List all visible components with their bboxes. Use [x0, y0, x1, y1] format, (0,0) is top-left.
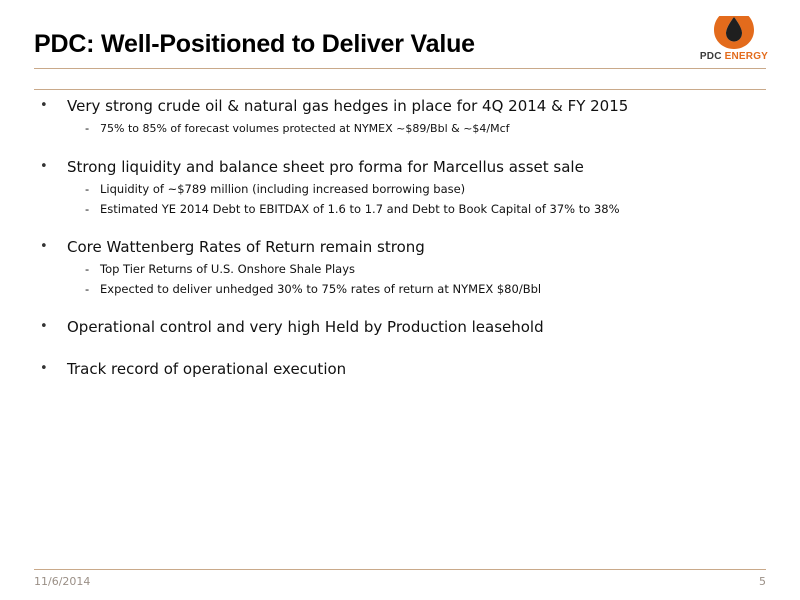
bullet-item: • Very strong crude oil & natural gas he… [34, 96, 774, 116]
sub-bullet-marker: - [85, 282, 90, 296]
sub-bullet-marker: - [85, 202, 90, 216]
bullet-marker: • [40, 159, 48, 174]
bullet-marker: • [40, 319, 48, 334]
sub-bullet-text: Estimated YE 2014 Debt to EBITDAX of 1.6… [100, 202, 620, 216]
sub-bullet-item: - 75% to 85% of forecast volumes protect… [34, 118, 774, 139]
page-number: 5 [759, 575, 766, 588]
bullet-marker: • [40, 361, 48, 376]
bullet-item: • Strong liquidity and balance sheet pro… [34, 157, 774, 177]
sub-bullet-item: - Liquidity of ~$789 million (including … [34, 179, 774, 199]
sub-bullet-item: - Top Tier Returns of U.S. Onshore Shale… [34, 259, 774, 279]
bullet-text: Strong liquidity and balance sheet pro f… [67, 158, 584, 176]
bullet-text: Operational control and very high Held b… [67, 318, 544, 336]
bullet-item: • Core Wattenberg Rates of Return remain… [34, 237, 774, 257]
bullet-item: • Operational control and very high Held… [34, 317, 774, 337]
flame-drop-icon [712, 8, 756, 49]
sub-bullet-text: Top Tier Returns of U.S. Onshore Shale P… [100, 262, 356, 276]
company-logo: PDC ENERGY [690, 8, 778, 68]
sub-bullet-text: 75% to 85% of forecast volumes protected… [100, 122, 510, 135]
header-divider [34, 89, 766, 90]
logo-suffix: ENERGY [724, 51, 769, 62]
logo-wordmark: PDC ENERGY [690, 51, 778, 62]
sub-bullet-marker: - [85, 182, 90, 196]
sub-bullet-item: - Estimated YE 2014 Debt to EBITDAX of 1… [34, 199, 774, 219]
bullet-marker: • [40, 98, 48, 113]
sub-bullet-text: Liquidity of ~$789 million (including in… [100, 182, 466, 196]
sub-bullet-marker: - [85, 121, 90, 135]
footer-divider [34, 569, 766, 570]
bullet-text: Core Wattenberg Rates of Return remain s… [67, 238, 425, 256]
sub-bullet-marker: - [85, 262, 90, 276]
sub-bullet-text: Expected to deliver unhedged 30% to 75% … [100, 282, 542, 296]
bullet-list: • Very strong crude oil & natural gas he… [34, 96, 774, 379]
slide-title: PDC: Well-Positioned to Deliver Value [34, 30, 475, 58]
bullet-marker: • [40, 239, 48, 254]
logo-brand: PDC [699, 51, 722, 62]
bullet-text: Very strong crude oil & natural gas hedg… [67, 97, 629, 115]
bullet-text: Track record of operational execution [67, 360, 347, 378]
footer-date: 11/6/2014 [34, 575, 91, 588]
title-divider [34, 68, 766, 69]
bullet-item: • Track record of operational execution [34, 359, 774, 379]
sub-bullet-item: - Expected to deliver unhedged 30% to 75… [34, 279, 774, 299]
